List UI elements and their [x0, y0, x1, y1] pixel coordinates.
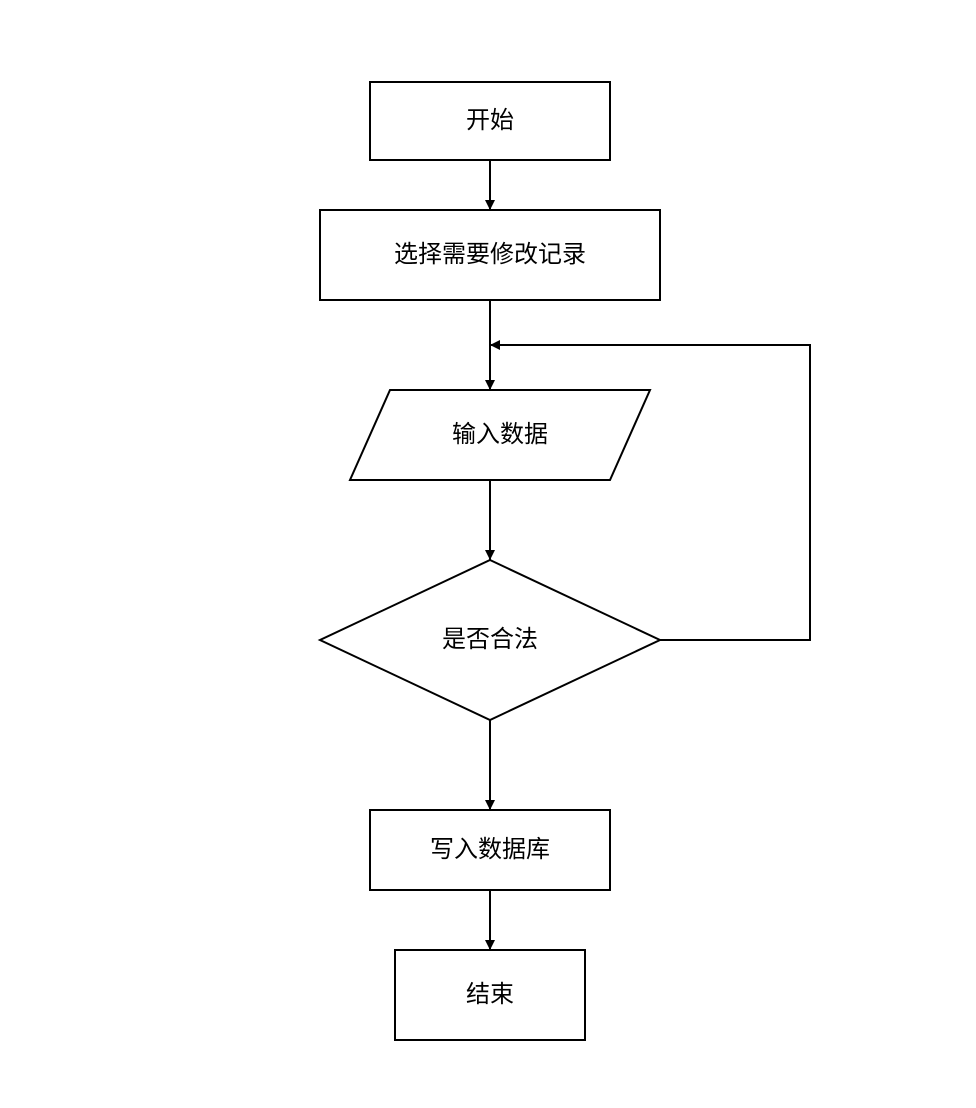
- node-start: 开始: [370, 82, 610, 160]
- node-input: 输入数据: [350, 390, 650, 480]
- node-label-input: 输入数据: [452, 421, 548, 448]
- node-select: 选择需要修改记录: [320, 210, 660, 300]
- node-label-select: 选择需要修改记录: [394, 241, 586, 268]
- node-label-valid: 是否合法: [442, 626, 538, 653]
- node-label-write: 写入数据库: [430, 836, 550, 863]
- node-label-end: 结束: [466, 981, 514, 1008]
- node-label-start: 开始: [466, 107, 514, 134]
- node-write: 写入数据库: [370, 810, 610, 890]
- node-end: 结束: [395, 950, 585, 1040]
- node-valid: 是否合法: [320, 560, 660, 720]
- flowchart-diagram: 开始选择需要修改记录输入数据是否合法写入数据库结束: [0, 0, 976, 1108]
